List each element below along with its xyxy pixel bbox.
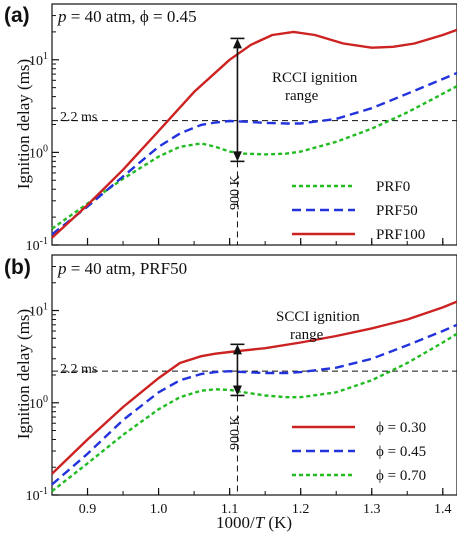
panel-a-reference-lines: [52, 120, 457, 245]
panel-b-2.2ms-label: 2.2 ms: [60, 362, 97, 377]
series-line: [51, 85, 457, 230]
y-tick-label: 10-1: [26, 236, 48, 254]
panel-a-series: [51, 28, 457, 239]
panel-b: (b) p = 40 atm, PRF50 10-1 100 101 0.9 1.0 1.…: [4, 254, 457, 532]
y-tick-label: 100: [29, 143, 48, 161]
series-line: [51, 332, 457, 493]
x-tick-label: 0.9: [79, 502, 97, 517]
panel-a-legend: PRF0 PRF50 PRF100: [292, 179, 425, 243]
legend-label: ϕ = 0.45: [376, 444, 426, 460]
panel-a-title: p = 40 atm, ϕ = 0.45: [57, 7, 197, 26]
panel-b-annotation-line2: range: [290, 327, 324, 343]
panel-a-arrowhead-down: [232, 151, 242, 162]
series-line: [51, 323, 457, 486]
legend-label: PRF50: [376, 203, 418, 219]
legend-label: PRF100: [376, 227, 425, 243]
x-axis-label: 1000/T (K): [216, 513, 292, 532]
series-line: [51, 71, 457, 236]
panel-b-series: [51, 300, 457, 493]
panel-b-900K-label: 900 K: [228, 415, 243, 450]
panel-a-range-annotation: RCCI ignition range 2.2 ms 900 K: [60, 37, 358, 210]
series-line: [51, 28, 457, 239]
legend-label: ϕ = 0.70: [376, 468, 426, 484]
panel-a-label: (a): [4, 4, 30, 27]
panel-b-arrowhead-up: [232, 344, 242, 355]
panel-b-arrowhead-down: [232, 385, 242, 396]
panel-b-title: p = 40 atm, PRF50: [57, 259, 187, 278]
panel-a-y-axis-label: Ignition delay (ms): [14, 59, 33, 189]
panel-a-annotation-line1: RCCI ignition: [272, 70, 358, 86]
legend-label: PRF0: [376, 179, 410, 195]
panel-a-axis-ticks: 10-1 100 101: [26, 15, 444, 254]
x-tick-label: 1.3: [363, 502, 381, 517]
panel-b-range-annotation: SCCI ignition range 2.2 ms 900 K: [60, 309, 360, 450]
panel-a: (a) p = 40 atm, ϕ = 0.45 10-1 100 101 RCCI…: [4, 3, 457, 254]
panel-a-2.2ms-label: 2.2 ms: [60, 110, 97, 125]
x-tick-label: 1.0: [150, 502, 168, 517]
panel-a-arrowhead-up: [232, 38, 242, 49]
y-tick-label: 101: [29, 51, 48, 69]
x-tick-label: 1.4: [434, 502, 452, 517]
panel-a-annotation-line2: range: [285, 88, 319, 104]
panel-b-annotation-line1: SCCI ignition: [276, 309, 360, 325]
panel-a-900K-label: 900 K: [228, 175, 243, 210]
y-tick-label: 10-1: [26, 486, 48, 504]
panel-b-axis-ticks: 10-1 100 101 0.9 1.0 1.1 1.2 1.3 1.4: [26, 266, 452, 517]
x-tick-label: 1.1: [221, 502, 239, 517]
x-tick-label: 1.2: [292, 502, 310, 517]
legend-label: ϕ = 0.30: [376, 420, 426, 436]
y-tick-label: 100: [29, 394, 48, 412]
y-tick-label: 101: [29, 302, 48, 320]
panel-b-y-axis-label: Ignition delay (ms): [14, 309, 33, 439]
panel-b-reference-lines: [52, 370, 457, 495]
panel-b-legend: ϕ = 0.30 ϕ = 0.45 ϕ = 0.70: [292, 420, 426, 484]
panel-b-label: (b): [4, 256, 31, 279]
